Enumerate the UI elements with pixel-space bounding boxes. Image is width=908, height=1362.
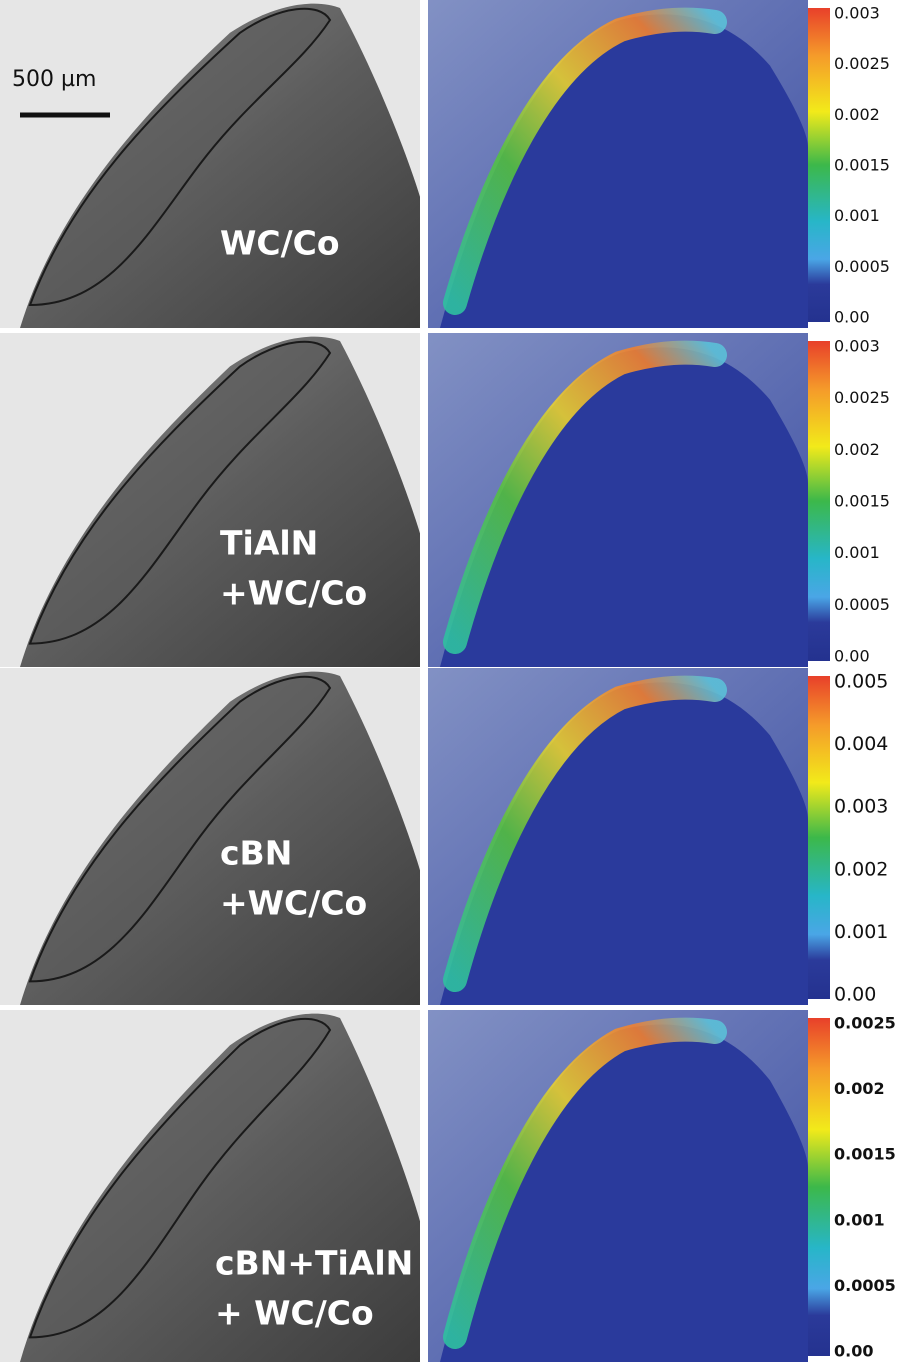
- colorbar-tick-label: 0.001: [834, 1210, 885, 1229]
- scale-bar-label: 500 µm: [12, 67, 96, 92]
- panel-label: cBN: [220, 834, 292, 873]
- colorbar: [808, 676, 830, 999]
- panel-label: +WC/Co: [220, 884, 367, 923]
- panel: 0.003 0.0025 0.002 0.0015 0.001 0.0005 0.00 WC/…: [0, 0, 890, 329]
- panel-label: + WC/Co: [215, 1294, 374, 1333]
- colorbar-tick-label: 0.0005: [834, 595, 890, 614]
- colorbar-tick-label: 0.0005: [834, 257, 890, 276]
- panel-label: TiAlN: [220, 524, 318, 563]
- colorbar-tick-label: 0.0015: [834, 1145, 896, 1164]
- colorbar-tick-label: 0.003: [834, 796, 888, 818]
- colorbar-tick-label: 0.00: [834, 308, 870, 327]
- panel: 0.0025 0.002 0.0015 0.001 0.0005 0.00 cBN+TiAl…: [0, 1010, 896, 1362]
- panel: 0.003 0.0025 0.002 0.0015 0.001 0.0005 0.00 TiA…: [0, 333, 890, 667]
- colorbar-tick-label: 0.0015: [834, 492, 890, 511]
- wear-region-outline: [28, 7, 332, 307]
- colorbar-tick-label: 0.00: [834, 984, 876, 1006]
- colorbar-tick-label: 0.004: [834, 733, 888, 755]
- colorbar-tick-label: 0.00: [834, 647, 870, 666]
- colorbar: [808, 1018, 830, 1356]
- wear-contour: [443, 340, 727, 654]
- colorbar-tick-label: 0.005: [834, 671, 888, 693]
- colorbar-tick-label: 0.0025: [834, 1014, 896, 1033]
- wear-region-outline: [28, 1017, 332, 1339]
- colorbar-tick-label: 0.002: [834, 858, 888, 880]
- colorbar: [808, 341, 830, 661]
- wear-region-outline: [28, 340, 332, 645]
- colorbar-tick-label: 0.00: [834, 1342, 873, 1361]
- panel-label: +WC/Co: [220, 574, 367, 613]
- colorbar: [808, 8, 830, 322]
- wear-region-outline: [28, 675, 332, 983]
- wear-contour: [443, 1017, 727, 1349]
- colorbar-tick-label: 0.001: [834, 206, 880, 225]
- wear-contour: [443, 7, 727, 315]
- wear-contour: [443, 675, 727, 992]
- tool-mesh: [440, 347, 808, 667]
- colorbar-tick-label: 0.002: [834, 1079, 885, 1098]
- tool-mesh: [440, 14, 808, 329]
- panel-label: cBN+TiAlN: [215, 1244, 413, 1283]
- colorbar-tick-label: 0.002: [834, 105, 880, 124]
- tool-mesh: [440, 682, 808, 1005]
- colorbar-tick-label: 0.002: [834, 440, 880, 459]
- colorbar-tick-label: 0.003: [834, 337, 880, 356]
- colorbar-tick-label: 0.003: [834, 4, 880, 23]
- panel-label: WC/Co: [220, 224, 340, 263]
- colorbar-tick-label: 0.0025: [834, 54, 890, 73]
- tool-mesh: [440, 1024, 808, 1362]
- colorbar-tick-label: 0.0005: [834, 1276, 896, 1295]
- colorbar-tick-label: 0.001: [834, 921, 888, 943]
- colorbar-tick-label: 0.0015: [834, 156, 890, 175]
- panel: 0.005 0.004 0.003 0.002 0.001 0.00 cBN +WC/Co: [0, 668, 888, 1006]
- colorbar-tick-label: 0.001: [834, 543, 880, 562]
- colorbar-tick-label: 0.0025: [834, 388, 890, 407]
